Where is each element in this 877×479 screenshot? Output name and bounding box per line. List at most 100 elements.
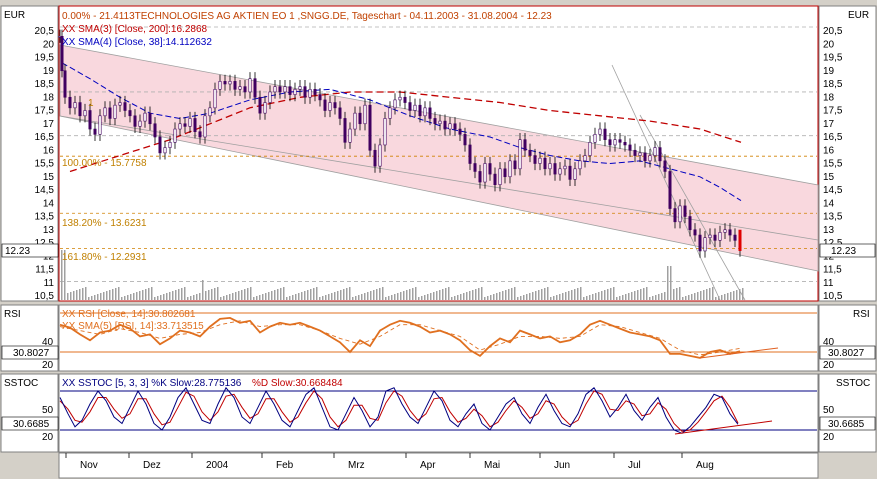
volume-bar: [301, 292, 303, 300]
price-candle: [328, 102, 332, 111]
volume-bar: [652, 296, 654, 300]
volume-bar: [268, 292, 270, 300]
sstoc-last-box-right: [819, 416, 876, 431]
price-candle: [218, 81, 222, 90]
volume-bar: [475, 289, 477, 300]
volume-bar: [286, 297, 288, 300]
price-candle: [103, 107, 107, 117]
volume-bar: [166, 293, 168, 300]
volume-bar: [175, 290, 177, 300]
price-y-tick-left: 17,5: [35, 106, 55, 117]
rsi-last-left: 30.8027: [13, 348, 50, 359]
volume-bar: [217, 287, 219, 300]
volume-bar: [619, 296, 621, 300]
price-candle: [703, 237, 707, 252]
volume-bar: [580, 287, 582, 300]
price-candle: [578, 160, 582, 170]
rsi-axis-label-right: RSI: [853, 309, 870, 320]
price-candle: [83, 110, 87, 117]
volume-bar: [592, 294, 594, 300]
volume-bar: [547, 287, 549, 300]
volume-bar: [610, 288, 612, 300]
price-y-tick-right: 14,5: [823, 185, 843, 196]
price-y-tick-right: 14: [823, 198, 835, 209]
x-tick-label: Nov: [80, 460, 98, 471]
price-candle: [658, 147, 662, 162]
volume-bar: [199, 293, 201, 300]
price-candle: [253, 78, 257, 98]
price-candle: [538, 157, 542, 164]
volume-bar: [559, 294, 561, 300]
volume-bar: [574, 289, 576, 300]
rsi-axis-label-left: RSI: [4, 309, 21, 320]
volume-bar: [190, 296, 192, 300]
price-candle: [428, 107, 432, 119]
right-axis-sstoc: [818, 373, 877, 453]
volume-bar: [109, 290, 111, 300]
volume-bar: [649, 297, 651, 300]
volume-bar: [121, 297, 123, 300]
volume-bar: [736, 290, 738, 300]
price-candle: [673, 208, 677, 223]
price-candle: [198, 131, 202, 138]
volume-bar: [535, 291, 537, 300]
price-y-tick-left: 17: [43, 119, 55, 130]
volume-bar: [421, 296, 423, 300]
price-candle: [553, 163, 557, 175]
rsi-last-right: 30.8027: [828, 348, 865, 359]
fib-label-100: 100.00% - 15.7758: [62, 158, 147, 169]
volume-bar: [304, 291, 306, 300]
x-tick-label: Aug: [696, 460, 714, 471]
price-candle: [433, 118, 437, 125]
sstoc-tick-50-right: 50: [823, 405, 835, 416]
price-candle: [653, 147, 657, 156]
price-candle: [268, 91, 272, 103]
volume-bar: [226, 295, 228, 300]
sstoc-k-line: [59, 386, 739, 434]
volume-bar: [457, 295, 459, 300]
volume-bar: [223, 296, 225, 300]
price-axis-label-right: EUR: [848, 10, 869, 21]
price-candle: [398, 96, 402, 101]
price-candle: [73, 102, 77, 109]
volume-bar: [442, 289, 444, 300]
rsi-last-box-left: [1, 345, 59, 360]
price-candle: [148, 112, 152, 125]
price-candle: [303, 86, 307, 98]
volume-bar: [94, 295, 96, 300]
volume-bar: [313, 288, 315, 300]
volume-bar: [733, 291, 735, 300]
price-candle: [128, 110, 132, 117]
volume-bar: [397, 293, 399, 300]
volume-bar: [211, 289, 213, 300]
sstoc-panel-frame[interactable]: [58, 373, 819, 453]
price-candle: [353, 112, 357, 130]
rsi-legend-2: XX SMA(5) [RSI, 14]:33.713515: [62, 321, 204, 332]
left-axis-sstoc: [0, 373, 59, 453]
volume-bar: [412, 288, 414, 300]
volume-bar: [511, 288, 513, 300]
volume-bar: [598, 292, 600, 300]
volume-bar: [718, 296, 720, 300]
price-candle: [213, 89, 217, 109]
volume-bar: [307, 290, 309, 300]
time-axis: [58, 452, 819, 479]
sstoc-axis-label-left: SSTOC: [4, 378, 38, 389]
volume-bar: [316, 287, 318, 300]
volume-bar: [568, 291, 570, 300]
price-candle: [643, 152, 647, 162]
volume-bar: [622, 295, 624, 300]
rsi-panel-frame[interactable]: [58, 304, 819, 372]
price-candle: [503, 168, 507, 178]
price-candle: [373, 149, 377, 167]
volume-bar: [589, 295, 591, 300]
price-y-tick-left: 14,5: [35, 185, 55, 196]
price-candle: [628, 144, 632, 151]
price-candle: [368, 104, 372, 151]
sstoc-divergence-line: [674, 420, 773, 435]
volume-bar: [262, 294, 264, 300]
price-candle: [493, 173, 497, 186]
price-candle: [98, 115, 102, 135]
sma200-legend: XX SMA(3) [Close, 200]:16.2868: [62, 24, 208, 35]
